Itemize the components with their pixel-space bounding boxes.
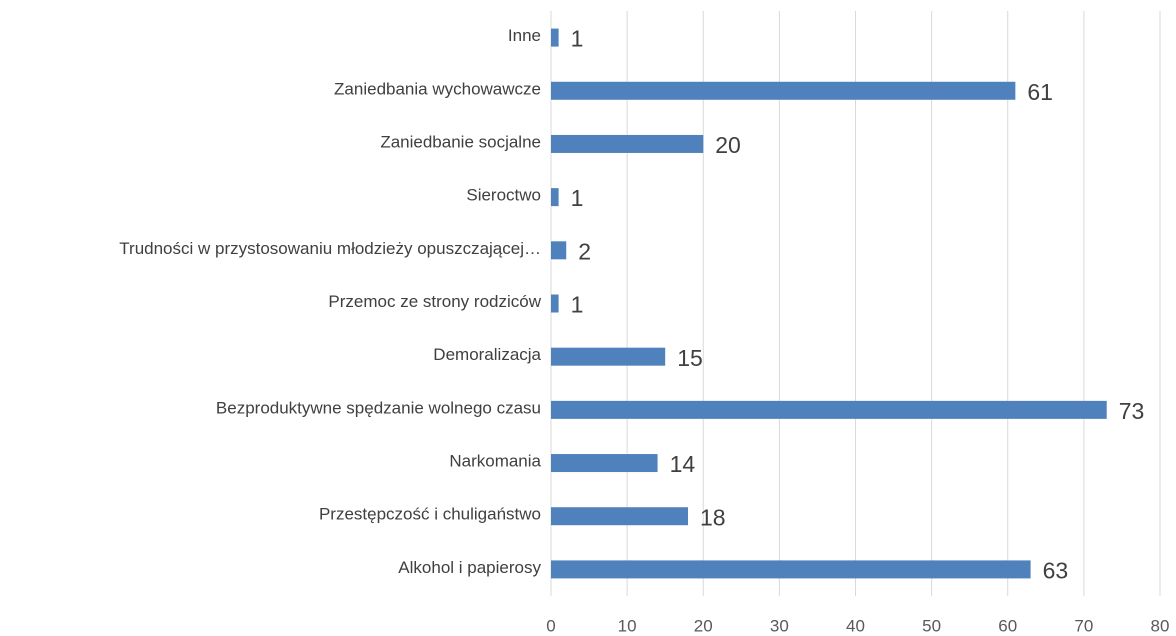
bar bbox=[551, 81, 1016, 100]
bar bbox=[551, 241, 567, 260]
data-label: 1 bbox=[571, 292, 584, 318]
bar bbox=[551, 454, 658, 473]
x-tick-label: 30 bbox=[770, 616, 789, 635]
y-tick-label: Bezproduktywne spędzanie wolnego czasu bbox=[216, 398, 541, 417]
data-label: 63 bbox=[1043, 557, 1069, 583]
bar bbox=[551, 400, 1107, 419]
bar bbox=[551, 560, 1031, 579]
y-tick-label: Zaniedbanie socjalne bbox=[380, 132, 541, 151]
x-tick-label: 40 bbox=[846, 616, 865, 635]
bar bbox=[551, 507, 689, 526]
data-label: 14 bbox=[670, 451, 696, 477]
x-tick-label: 70 bbox=[1074, 616, 1093, 635]
data-label: 2 bbox=[578, 238, 591, 264]
bar bbox=[551, 347, 666, 366]
y-tick-label: Alkohol i papierosy bbox=[398, 558, 541, 577]
x-tick-label: 80 bbox=[1151, 616, 1170, 635]
data-label: 1 bbox=[571, 26, 584, 52]
bar bbox=[551, 134, 704, 153]
data-label: 1 bbox=[571, 185, 584, 211]
y-tick-label: Trudności w przystosowaniu młodzieży opu… bbox=[119, 239, 541, 258]
bar bbox=[551, 294, 559, 313]
x-tick-label: 10 bbox=[618, 616, 637, 635]
data-label: 18 bbox=[700, 504, 726, 530]
x-tick-label: 0 bbox=[546, 616, 555, 635]
y-tick-label: Narkomania bbox=[449, 452, 541, 471]
bar bbox=[551, 188, 559, 207]
y-tick-label: Sieroctwo bbox=[466, 186, 541, 205]
bar bbox=[551, 28, 559, 47]
data-label: 73 bbox=[1119, 398, 1145, 424]
y-tick-label: Zaniedbania wychowawcze bbox=[334, 79, 541, 98]
data-label: 20 bbox=[715, 132, 741, 158]
y-tick-label: Przemoc ze strony rodziców bbox=[328, 292, 541, 311]
x-tick-label: 20 bbox=[694, 616, 713, 635]
x-tick-label: 50 bbox=[922, 616, 941, 635]
y-tick-label: Demoralizacja bbox=[433, 345, 541, 364]
y-tick-label: Przestępczość i chuligaństwo bbox=[319, 505, 541, 524]
x-tick-label: 60 bbox=[998, 616, 1017, 635]
data-label: 15 bbox=[677, 345, 703, 371]
data-label: 61 bbox=[1027, 79, 1053, 105]
y-tick-label: Inne bbox=[508, 26, 541, 45]
